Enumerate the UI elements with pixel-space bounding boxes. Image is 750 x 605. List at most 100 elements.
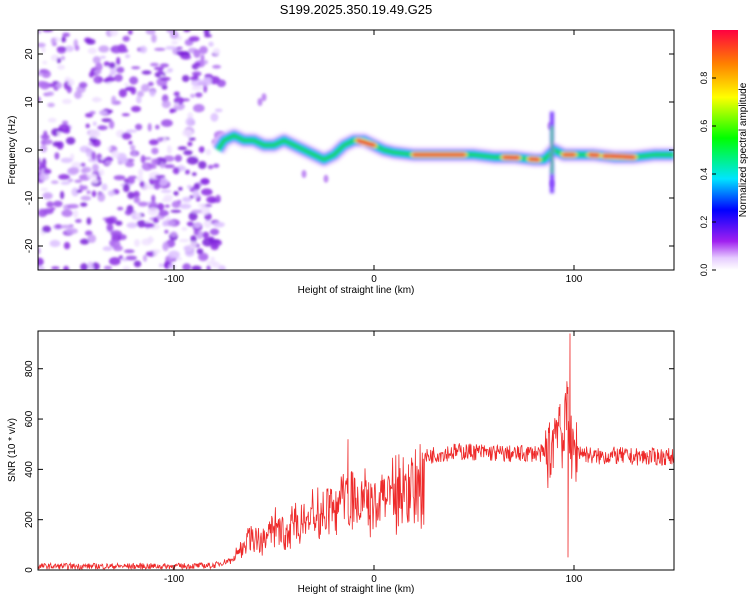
noise-blob: [114, 175, 126, 180]
noise-blob: [51, 38, 56, 44]
noise-blob: [131, 66, 140, 69]
noise-blob: [80, 202, 87, 206]
noise-blob: [187, 185, 192, 189]
noise-blob: [107, 223, 114, 231]
noise-blob: [114, 74, 123, 82]
noise-blob: [136, 95, 141, 103]
noise-blob: [44, 169, 52, 175]
noise-blob: [124, 249, 135, 253]
noise-blob: [178, 187, 182, 191]
noise-blob: [165, 46, 176, 50]
noise-blob: [262, 93, 267, 101]
noise-blob: [50, 207, 55, 210]
noise-blob: [102, 184, 108, 191]
noise-blob: [61, 56, 65, 61]
noise-blob: [116, 67, 124, 73]
noise-blob: [213, 222, 225, 228]
noise-blob: [194, 63, 201, 66]
noise-blob: [185, 249, 195, 257]
noise-blob: [93, 122, 97, 126]
noise-blob: [125, 210, 132, 216]
noise-blob: [171, 41, 178, 45]
noise-blob: [94, 70, 101, 75]
noise-blob: [80, 163, 85, 167]
noise-blob: [63, 266, 69, 272]
noise-blob: [217, 80, 226, 88]
noise-blob: [125, 161, 134, 167]
noise-blob: [67, 204, 79, 209]
noise-blob: [48, 118, 57, 123]
noise-blob: [175, 155, 182, 162]
noise-blob: [107, 110, 113, 114]
noise-blob: [93, 76, 102, 84]
noise-blob: [188, 122, 193, 125]
noise-blob: [191, 210, 202, 214]
noise-blob: [182, 129, 193, 137]
y-tick-label: 600: [24, 410, 35, 427]
noise-blob: [160, 162, 165, 168]
noise-blob: [41, 188, 49, 192]
noise-blob: [148, 207, 159, 215]
noise-blob: [199, 46, 208, 54]
noise-blob: [129, 141, 133, 145]
colorbar-tick-label: 0.8: [699, 72, 709, 85]
noise-blob: [74, 91, 81, 99]
noise-blob: [258, 98, 263, 106]
noise-blob: [98, 45, 109, 52]
noise-blob: [61, 158, 73, 163]
noise-blob: [110, 28, 118, 37]
noise-blob: [204, 28, 210, 36]
noise-blob: [154, 183, 161, 190]
noise-blob: [141, 84, 150, 92]
noise-blob: [208, 42, 213, 47]
frequency-ridge: [218, 112, 674, 194]
noise-blob: [87, 217, 92, 224]
noise-blob: [40, 145, 47, 153]
noise-blob: [82, 167, 91, 173]
noise-blob: [155, 175, 165, 178]
noise-blob: [143, 255, 147, 262]
colorbar-tick-label: 0.4: [699, 168, 709, 181]
noise-blob: [192, 71, 202, 76]
colorbar-gradient: [712, 30, 738, 270]
noise-blob: [47, 91, 55, 96]
noise-blob: [115, 221, 122, 226]
noise-blob: [103, 79, 110, 83]
snr-y-label: SNR (10 * v/v): [7, 418, 18, 482]
noise-blob: [57, 48, 66, 54]
noise-blob: [324, 175, 329, 183]
noise-blob: [86, 39, 96, 45]
noise-blob: [42, 226, 51, 233]
noise-blob: [99, 111, 108, 115]
noise-blob: [87, 262, 93, 270]
ridge-hot-core: [604, 156, 634, 157]
noise-blob: [171, 210, 182, 213]
noise-blob: [162, 100, 171, 108]
noise-blob: [34, 258, 44, 267]
noise-blob: [40, 82, 50, 90]
noise-blob: [107, 147, 112, 150]
noise-blob: [210, 257, 215, 262]
noise-blob: [103, 246, 113, 251]
noise-blob: [179, 204, 191, 209]
noise-blob: [126, 129, 137, 132]
colorbar-label: Normalized spectral amplitude: [738, 82, 749, 217]
noise-blob: [64, 242, 70, 249]
noise-blob: [212, 65, 221, 69]
noise-blob: [68, 167, 79, 174]
noise-blob: [66, 137, 75, 145]
noise-blob: [150, 63, 159, 67]
noise-blob: [211, 244, 219, 251]
noise-blob: [165, 205, 170, 208]
noise-blob: [157, 203, 164, 211]
noise-blob: [67, 86, 72, 93]
noise-blob: [175, 103, 180, 106]
noise-blob: [110, 230, 122, 237]
noise-blob: [162, 221, 168, 227]
noise-blob: [173, 191, 178, 196]
noise-blob: [131, 106, 141, 112]
noise-blob: [200, 178, 209, 185]
